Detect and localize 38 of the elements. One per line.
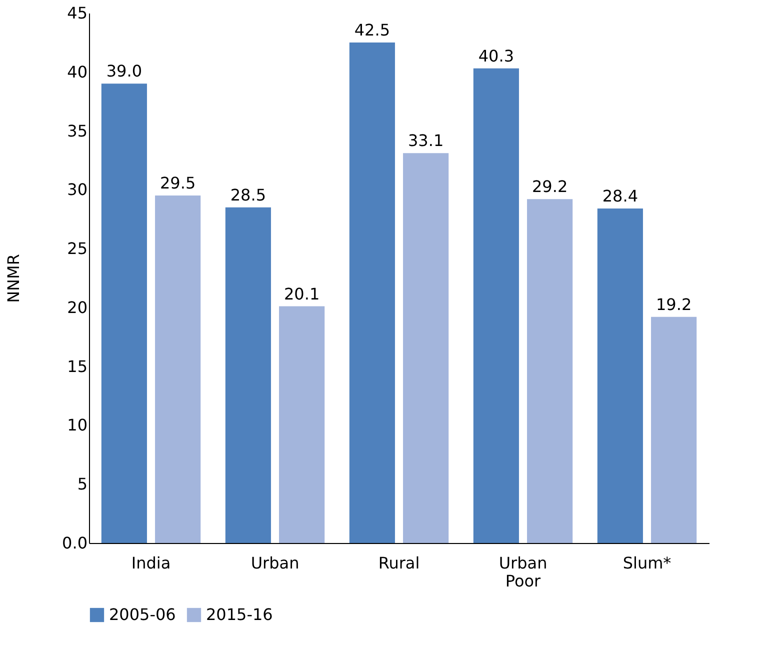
y-axis-title: NNMR — [4, 254, 24, 303]
x-tick-label: Slum* — [622, 554, 672, 572]
data-label: 40.3 — [478, 46, 514, 66]
y-tick-label: 0.0 — [62, 534, 88, 552]
data-label: 19.2 — [656, 294, 692, 314]
data-label: 39.0 — [106, 62, 142, 81]
y-tick-label: 40 — [67, 62, 88, 82]
y-tick-label: 15 — [67, 356, 88, 376]
data-label: 42.5 — [354, 20, 390, 40]
x-tick-label: India — [131, 554, 171, 572]
bar — [403, 153, 449, 543]
bar — [597, 208, 643, 543]
y-tick-label: 20 — [67, 298, 88, 317]
data-label: 29.5 — [160, 174, 196, 193]
x-tick-label: Urban Poor — [498, 554, 548, 590]
bar — [279, 306, 325, 543]
data-label: 20.1 — [284, 284, 320, 304]
x-tick-label: Rural — [378, 554, 420, 572]
y-tick-label: 45 — [67, 4, 88, 22]
y-tick-label: 35 — [67, 121, 88, 140]
bar — [651, 316, 697, 543]
y-tick-label: 5 — [77, 474, 88, 494]
bar — [349, 42, 395, 543]
x-tick-label: Urban — [250, 554, 300, 572]
legend-label: 2005-06 — [109, 605, 176, 624]
bar — [527, 199, 573, 543]
bar — [101, 84, 147, 543]
data-label: 28.4 — [602, 186, 638, 206]
y-tick-label: 10 — [67, 416, 88, 435]
legend-label: 2015-16 — [206, 605, 273, 624]
y-tick-label: 25 — [67, 239, 88, 258]
data-label: 28.5 — [230, 185, 266, 204]
data-label: 33.1 — [408, 131, 444, 150]
y-tick-label: 30 — [67, 180, 88, 200]
data-label: 29.2 — [532, 177, 568, 196]
bar — [225, 207, 271, 543]
bar — [155, 196, 201, 543]
bar — [473, 68, 519, 543]
